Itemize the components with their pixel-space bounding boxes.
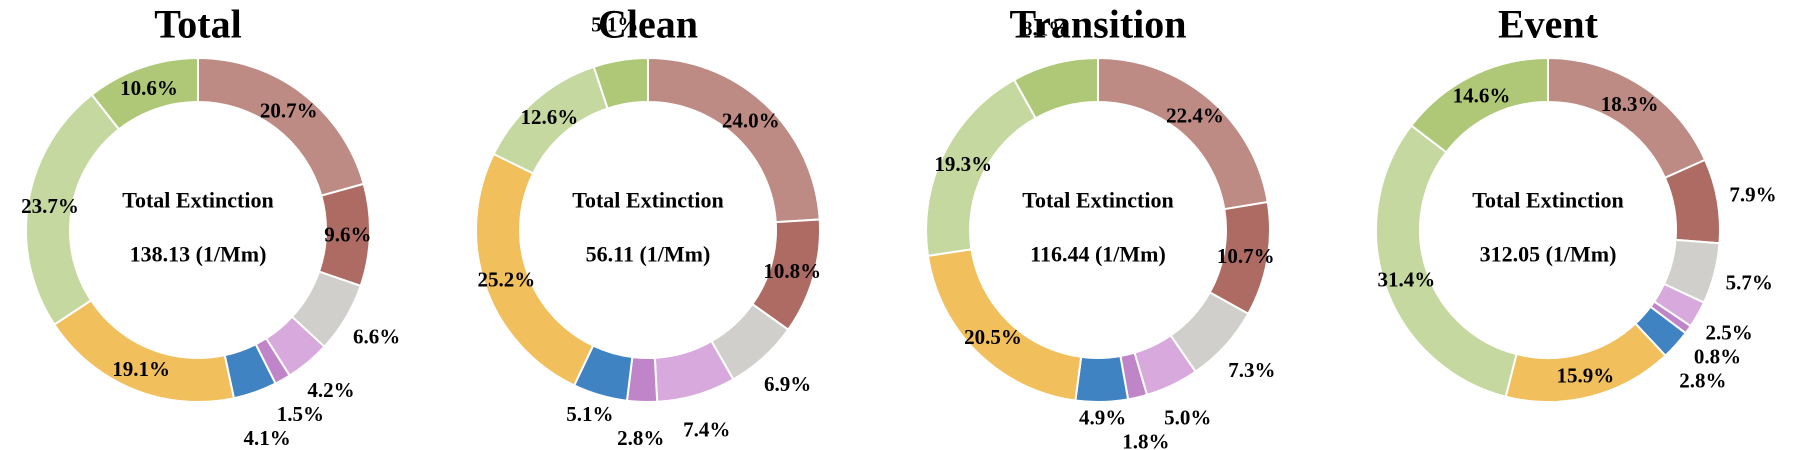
slice-percent-label: 20.7%	[260, 99, 318, 123]
slice-percent-label: 9.6%	[324, 222, 371, 246]
donut-panel-clean: 24.0%10.8%6.9%7.4%2.8%5.1%25.2%12.6%5.1%…	[475, 2, 821, 450]
slice-percent-label: 8.1%	[1022, 17, 1069, 41]
slice-percent-label: 20.5%	[964, 325, 1022, 349]
donut-slice	[1012, 56, 1099, 120]
slice-percent-label: 18.3%	[1601, 92, 1659, 116]
donut-panel-event: 18.3% 7.9% 5.7% 2.5%0.8%2.8% 15.9% 31.4% 14.6%…	[1375, 2, 1777, 403]
slice-percent-label: 7.4%	[683, 418, 730, 442]
panel-title: Clean	[598, 2, 698, 47]
slice-percent-label: 15.9%	[1556, 363, 1614, 387]
panel-title: Event	[1498, 2, 1599, 47]
slice-percent-label: 24.0%	[722, 109, 780, 133]
slice-percent-label: 19.1%	[112, 357, 170, 381]
slice-percent-label: 6.6%	[353, 325, 400, 349]
slice-percent-label: 2.8%	[1679, 368, 1726, 392]
donut-slice	[90, 56, 199, 131]
slice-percent-label: 4.9%	[1079, 406, 1126, 430]
slice-percent-label: 2.5%	[1705, 320, 1752, 344]
slice-percent-label: 1.5%	[277, 402, 324, 426]
center-label: Total Extinction	[122, 188, 273, 213]
slice-percent-label: 19.3%	[934, 152, 992, 176]
donut-slice	[197, 56, 365, 197]
center-label: Total Extinction	[572, 188, 723, 213]
donut-slice	[1375, 124, 1518, 398]
donut-slice	[592, 56, 649, 110]
slice-percent-label: 5.1%	[591, 13, 638, 37]
slice-percent-label: 4.1%	[244, 426, 291, 450]
slice-percent-label: 7.3%	[1228, 358, 1275, 382]
slice-percent-label: 23.7%	[21, 194, 79, 218]
center-label: Total Extinction	[1022, 188, 1173, 213]
center-value: 312.05 (1/Mm)	[1480, 242, 1617, 267]
slice-percent-label: 6.9%	[764, 372, 811, 396]
donut-slice	[52, 298, 236, 403]
slice-percent-label: 4.2%	[307, 378, 354, 402]
donut-panel-total: 20.7% 9.6% 6.6% 4.2%1.5%4.1% 19.1% 23.7% 10.6%…	[21, 2, 400, 450]
center-value: 138.13 (1/Mm)	[130, 242, 267, 267]
slice-percent-label: 5.0%	[1164, 406, 1211, 430]
slice-percent-label: 1.8%	[1122, 430, 1169, 450]
panel-title: Transition	[1009, 2, 1186, 47]
slice-percent-label: 10.8%	[763, 259, 821, 283]
donut-panel-transition: 22.4% 10.7% 7.3% 5.0%1.8%4.9% 20.5% 19.3% 8.1%…	[925, 2, 1275, 450]
slice-percent-label: 5.7%	[1726, 271, 1773, 295]
slice-percent-label: 22.4%	[1166, 104, 1224, 128]
donut-slice	[1097, 56, 1269, 211]
slice-percent-label: 14.6%	[1453, 84, 1511, 108]
panel-title: Total	[154, 2, 241, 47]
donut-slice	[1409, 56, 1549, 154]
slice-percent-label: 2.8%	[617, 426, 664, 450]
slice-percent-label: 31.4%	[1377, 267, 1435, 291]
slice-percent-label: 5.1%	[566, 402, 613, 426]
donut-slice	[1074, 354, 1130, 403]
slice-percent-label: 10.7%	[1217, 244, 1275, 268]
slice-percent-label: 7.9%	[1729, 183, 1776, 207]
slice-percent-label: 0.8%	[1694, 344, 1741, 368]
donut-slice	[1547, 56, 1707, 180]
slice-percent-label: 12.6%	[521, 105, 579, 129]
slice-percent-label: 10.6%	[120, 76, 178, 100]
center-value: 116.44 (1/Mm)	[1030, 242, 1166, 267]
center-label: Total Extinction	[1472, 188, 1623, 213]
center-value: 56.11 (1/Mm)	[586, 242, 711, 267]
slice-percent-label: 25.2%	[477, 267, 535, 291]
